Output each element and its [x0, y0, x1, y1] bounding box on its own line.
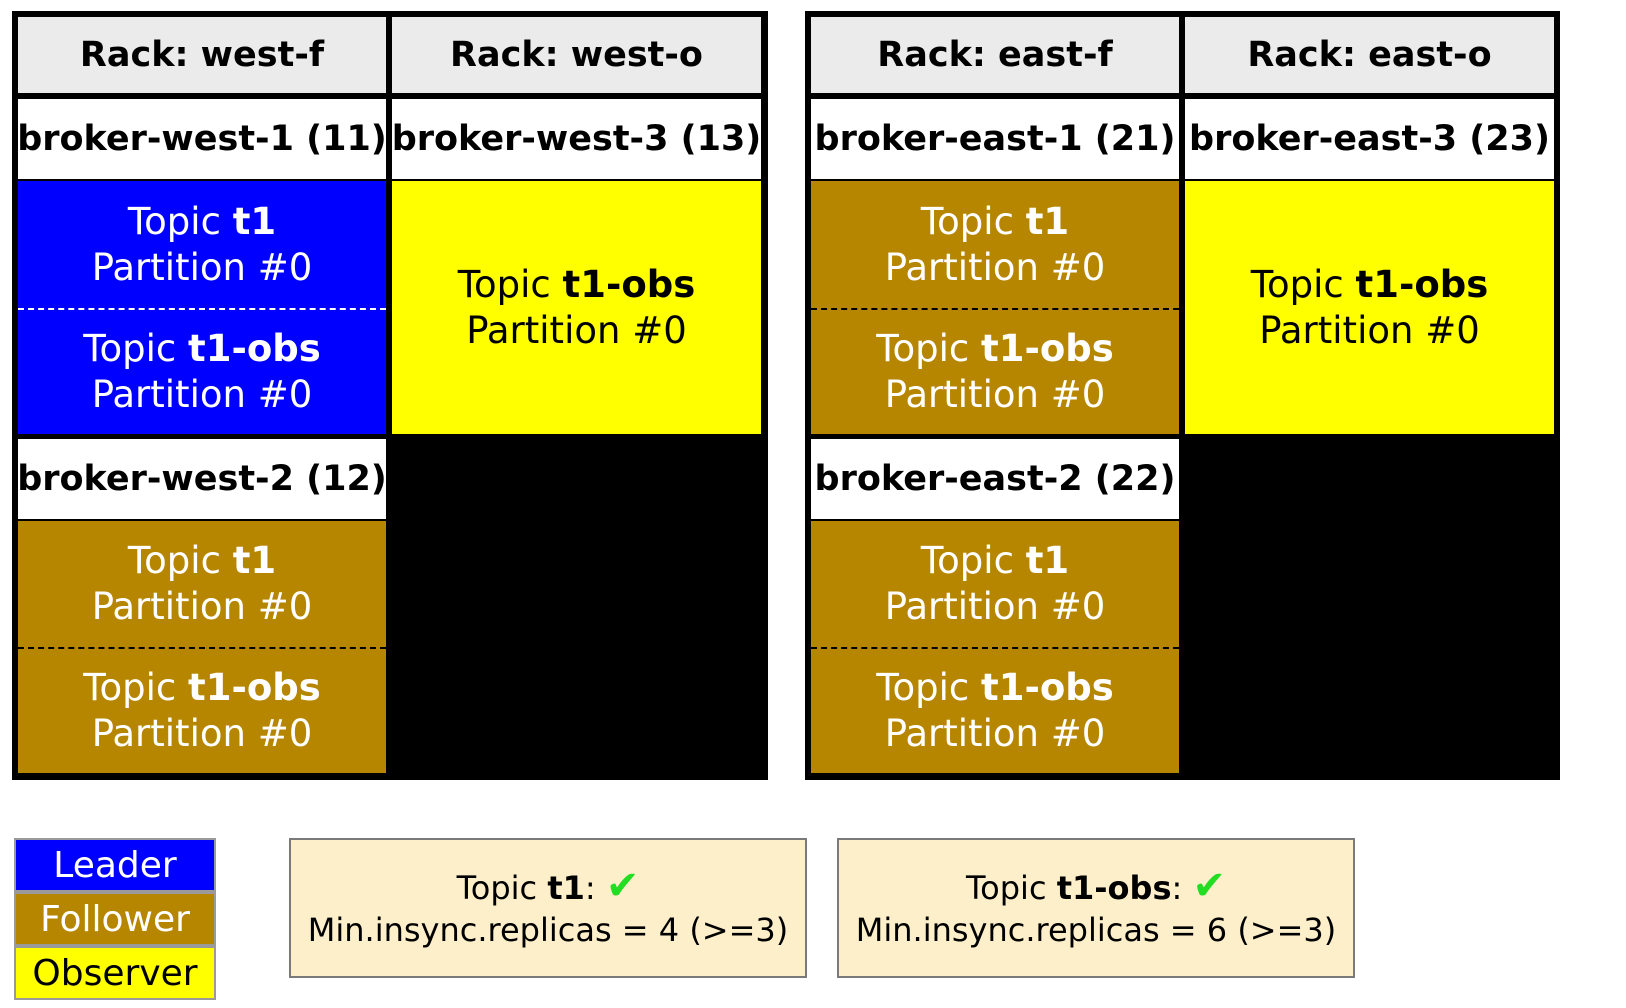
- summary-t1obs: Topic t1-obs: ✔ Min.insync.replicas = 6 …: [837, 838, 1355, 978]
- topic-name: t1-obs: [562, 262, 696, 306]
- summary-t1obs-detail: Min.insync.replicas = 6 (>=3): [855, 911, 1337, 949]
- broker-east-1-label: broker-east-1 (21): [811, 99, 1179, 179]
- partition-label: Partition #0: [884, 712, 1106, 755]
- topic-word: Topic: [127, 199, 233, 243]
- replica-west1-t1: Topic t1 Partition #0: [18, 181, 386, 308]
- partition-label: Partition #0: [1259, 308, 1480, 352]
- legend-leader: Leader: [14, 838, 216, 892]
- topic-word: Topic: [920, 199, 1026, 243]
- topic-word: Topic: [83, 327, 189, 370]
- topic-name: t1-obs: [981, 666, 1114, 709]
- rack-header-east-f: Rack: east-f: [811, 17, 1179, 93]
- topic-word: Topic: [966, 869, 1057, 907]
- topic-word: Topic: [83, 666, 189, 709]
- legend-follower: Follower: [14, 892, 216, 946]
- replica-west1-t1obs: Topic t1-obs Partition #0: [18, 308, 386, 434]
- topic-name: t1: [232, 199, 277, 243]
- topic-word: Topic: [456, 869, 548, 907]
- replica-west2-t1obs: Topic t1-obs Partition #0: [18, 647, 386, 773]
- rack-header-east-o: Rack: east-o: [1185, 17, 1554, 93]
- replica-east1-t1: Topic t1 Partition #0: [811, 181, 1179, 308]
- legend-observer: Observer: [14, 946, 216, 1000]
- topic-word: Topic: [127, 539, 233, 582]
- summary-t1: Topic t1: ✔ Min.insync.replicas = 4 (>=3…: [289, 838, 807, 978]
- summary-t1obs-title: Topic t1-obs: ✔: [966, 865, 1226, 909]
- partition-label: Partition #0: [91, 373, 313, 416]
- topic-name: t1: [1025, 199, 1070, 243]
- partition-label: Partition #0: [884, 585, 1106, 628]
- partition-label: Partition #0: [91, 245, 313, 289]
- rack-header-west-o: Rack: west-o: [392, 17, 761, 93]
- broker-east-3-label: broker-east-3 (23): [1185, 99, 1554, 179]
- broker-west-1-label: broker-west-1 (11): [17, 99, 387, 179]
- partition-label: Partition #0: [884, 245, 1106, 289]
- partition-label: Partition #0: [466, 308, 687, 352]
- topic-word: Topic: [457, 262, 563, 306]
- topic-name: t1-obs: [1056, 869, 1172, 907]
- summary-t1-title: Topic t1: ✔: [457, 865, 640, 909]
- topic-word: Topic: [920, 539, 1026, 582]
- topic-name: t1: [232, 539, 277, 582]
- rack-header-west-f: Rack: west-f: [18, 17, 386, 93]
- broker-west-2-label: broker-west-2 (12): [17, 439, 387, 519]
- topic-name: t1: [547, 869, 585, 907]
- check-icon: ✔: [605, 863, 640, 909]
- replica-east2-t1obs: Topic t1-obs Partition #0: [811, 647, 1179, 773]
- replica-west3-t1obs: Topic t1-obs Partition #0: [392, 181, 761, 434]
- topic-name: t1-obs: [1355, 262, 1489, 306]
- broker-west-3-label: broker-west-3 (13): [392, 99, 761, 179]
- topic-word: Topic: [876, 666, 982, 709]
- partition-label: Partition #0: [884, 373, 1106, 416]
- topic-word: Topic: [1250, 262, 1356, 306]
- replica-east2-t1: Topic t1 Partition #0: [811, 521, 1179, 647]
- partition-label: Partition #0: [91, 712, 313, 755]
- replica-west2-t1: Topic t1 Partition #0: [18, 521, 386, 647]
- colon: :: [584, 869, 596, 907]
- partition-label: Partition #0: [91, 585, 313, 628]
- topic-name: t1-obs: [188, 666, 321, 709]
- colon: :: [1171, 869, 1183, 907]
- replica-east1-t1obs: Topic t1-obs Partition #0: [811, 308, 1179, 434]
- topic-name: t1: [1025, 539, 1070, 582]
- broker-east-2-label: broker-east-2 (22): [811, 439, 1179, 519]
- topic-name: t1-obs: [981, 327, 1114, 370]
- summary-t1-detail: Min.insync.replicas = 4 (>=3): [307, 911, 789, 949]
- topic-name: t1-obs: [188, 327, 321, 370]
- replica-east3-t1obs: Topic t1-obs Partition #0: [1185, 181, 1554, 434]
- check-icon: ✔: [1192, 863, 1226, 909]
- topic-word: Topic: [876, 327, 982, 370]
